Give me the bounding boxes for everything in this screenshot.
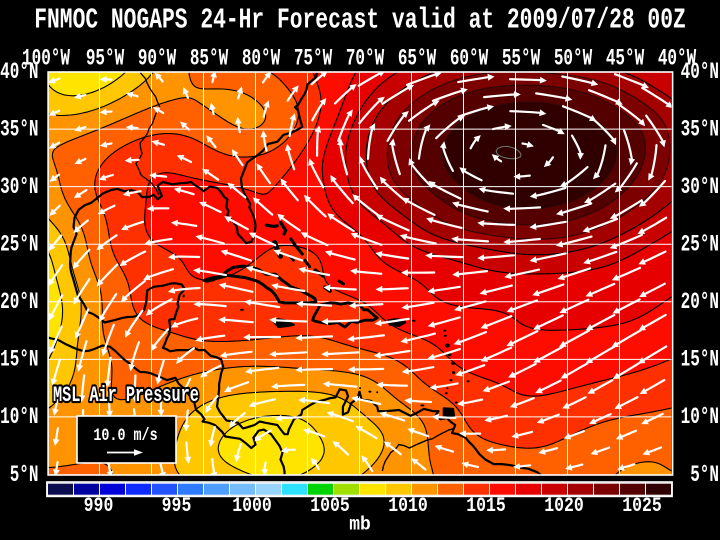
svg-text:5°N: 5°N <box>10 462 39 487</box>
svg-text:30°N: 30°N <box>681 174 719 199</box>
svg-text:1015: 1015 <box>466 493 506 517</box>
svg-text:45°W: 45°W <box>606 46 645 71</box>
svg-text:30°N: 30°N <box>0 174 38 199</box>
svg-text:75°W: 75°W <box>294 46 333 71</box>
svg-text:10.0 m/s: 10.0 m/s <box>93 425 157 445</box>
svg-text:995: 995 <box>162 493 192 517</box>
svg-text:60°W: 60°W <box>450 46 489 71</box>
svg-text:50°W: 50°W <box>554 46 593 71</box>
svg-text:15°N: 15°N <box>681 347 719 372</box>
svg-text:35°N: 35°N <box>0 117 38 142</box>
svg-text:20°N: 20°N <box>681 290 719 315</box>
svg-text:5°N: 5°N <box>690 462 719 487</box>
svg-text:1005: 1005 <box>310 493 350 517</box>
svg-text:15°N: 15°N <box>0 347 38 372</box>
svg-text:65°W: 65°W <box>398 46 437 71</box>
svg-text:990: 990 <box>84 493 114 517</box>
svg-text:1025: 1025 <box>622 493 662 517</box>
svg-text:FNMOC NOGAPS 24-Hr Forecast va: FNMOC NOGAPS 24-Hr Forecast valid at 200… <box>34 4 685 37</box>
svg-text:25°N: 25°N <box>681 232 719 257</box>
svg-text:MSL Air Pressure: MSL Air Pressure <box>53 382 199 408</box>
svg-text:90°W: 90°W <box>138 46 177 71</box>
svg-text:1000: 1000 <box>232 493 272 517</box>
svg-text:35°N: 35°N <box>681 117 719 142</box>
svg-text:1020: 1020 <box>544 493 584 517</box>
svg-text:mb: mb <box>349 513 371 536</box>
svg-text:10°N: 10°N <box>681 405 719 430</box>
svg-text:40°W: 40°W <box>658 46 697 71</box>
svg-text:20°N: 20°N <box>0 290 38 315</box>
svg-text:40°N: 40°N <box>0 59 38 84</box>
svg-text:70°W: 70°W <box>346 46 385 71</box>
svg-text:95°W: 95°W <box>86 46 125 71</box>
svg-text:85°W: 85°W <box>190 46 229 71</box>
svg-text:1010: 1010 <box>388 493 428 517</box>
svg-text:80°W: 80°W <box>242 46 281 71</box>
svg-text:40°N: 40°N <box>681 59 719 84</box>
svg-text:55°W: 55°W <box>502 46 541 71</box>
svg-text:25°N: 25°N <box>0 232 38 257</box>
svg-text:10°N: 10°N <box>0 405 38 430</box>
svg-text:100°W: 100°W <box>22 46 70 71</box>
